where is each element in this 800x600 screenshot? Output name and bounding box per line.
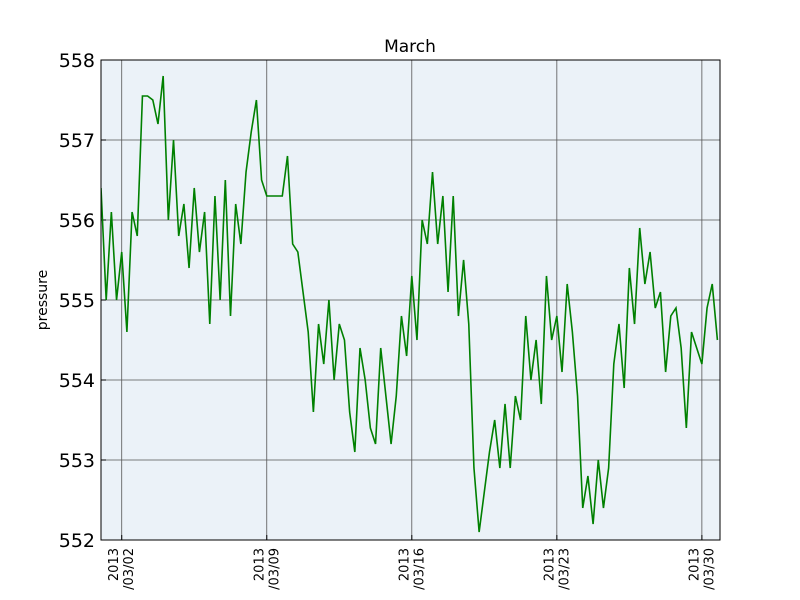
x-tick-label: 2013/03/23 [542, 548, 572, 590]
y-tick-label: 555 [59, 290, 95, 312]
y-tick-label: 552 [59, 530, 95, 552]
y-tick-label: 557 [59, 130, 95, 152]
y-tick-label: 554 [59, 370, 95, 392]
x-tick-label: 2013/03/09 [252, 548, 282, 590]
y-tick-label: 556 [59, 210, 95, 232]
plot-frame [100, 59, 721, 541]
y-tick-label: 558 [59, 50, 95, 72]
x-tick-label: 2013/03/30 [687, 548, 717, 590]
x-tick-label: 2013/03/02 [107, 548, 137, 590]
y-tick-label: 553 [59, 450, 95, 472]
chart-title: March [384, 37, 436, 57]
data-line [101, 75, 719, 533]
x-tick-label: 2013/03/16 [397, 548, 427, 590]
y-axis-label: pressure [35, 270, 51, 330]
